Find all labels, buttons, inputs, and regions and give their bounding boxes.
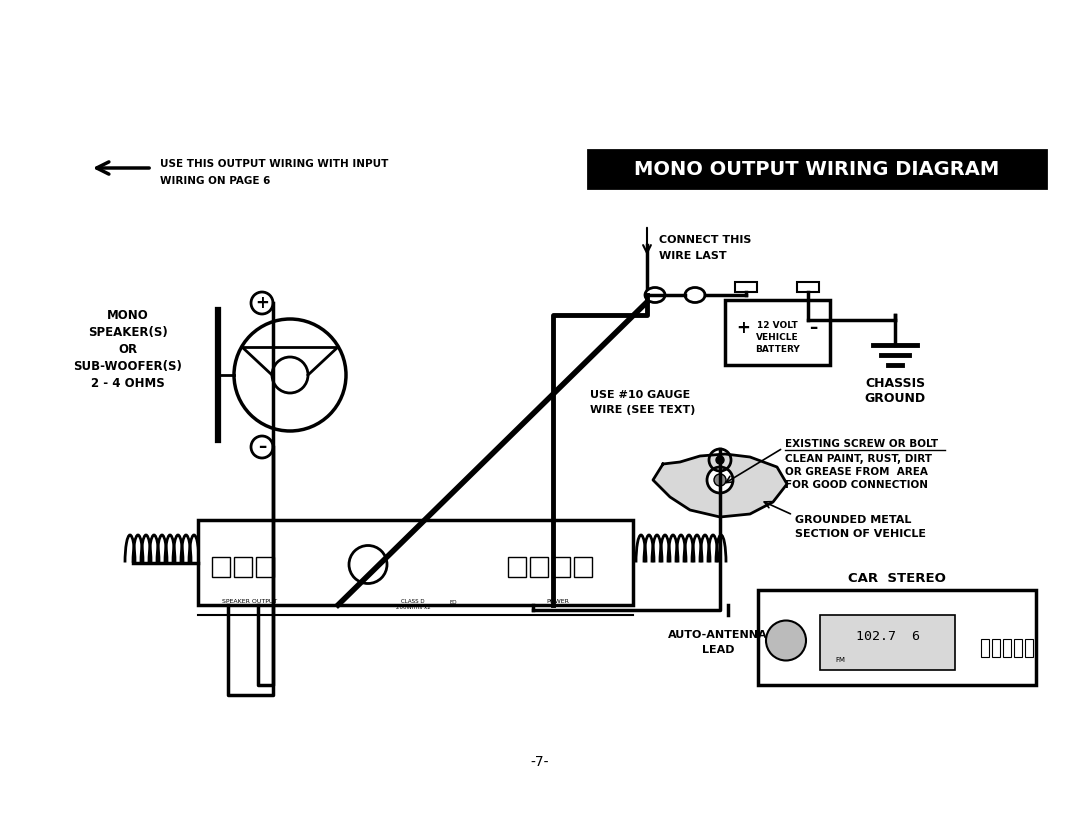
Text: SUB-WOOFER(S): SUB-WOOFER(S) — [73, 359, 183, 373]
Bar — [1025, 639, 1032, 657]
Bar — [234, 557, 252, 577]
Text: SECTION OF VEHICLE: SECTION OF VEHICLE — [795, 529, 926, 539]
Text: WIRING ON PAGE 6: WIRING ON PAGE 6 — [160, 176, 270, 186]
Text: OR GREASE FROM  AREA: OR GREASE FROM AREA — [785, 467, 928, 477]
Circle shape — [716, 456, 724, 464]
Text: EXISTING SCREW OR BOLT: EXISTING SCREW OR BOLT — [785, 439, 939, 449]
Bar — [735, 282, 757, 292]
Text: CLASS D
200Wrms x2: CLASS D 200Wrms x2 — [395, 599, 430, 610]
Bar — [797, 282, 819, 292]
Text: EQ: EQ — [449, 599, 457, 604]
Text: MONO: MONO — [107, 309, 149, 321]
Text: –: – — [258, 438, 266, 456]
Bar — [508, 557, 526, 577]
Text: 2 - 4 OHMS: 2 - 4 OHMS — [91, 376, 165, 389]
Text: CONNECT THIS: CONNECT THIS — [659, 235, 752, 245]
Polygon shape — [653, 454, 787, 517]
Text: USE THIS OUTPUT WIRING WITH INPUT: USE THIS OUTPUT WIRING WITH INPUT — [160, 159, 389, 169]
Text: SPEAKER OUTPUT: SPEAKER OUTPUT — [222, 599, 278, 604]
Text: SPEAKER(S): SPEAKER(S) — [89, 325, 167, 339]
Bar — [588, 150, 1047, 188]
Text: AUTO-ANTENNA: AUTO-ANTENNA — [669, 630, 768, 640]
Bar — [256, 557, 274, 577]
Bar — [530, 557, 548, 577]
Bar — [1014, 639, 1022, 657]
Bar — [820, 615, 955, 670]
Text: WIRE (SEE TEXT): WIRE (SEE TEXT) — [590, 405, 696, 415]
Text: GROUNDED METAL: GROUNDED METAL — [795, 515, 912, 525]
Text: -7-: -7- — [530, 755, 550, 769]
Text: FM: FM — [835, 657, 845, 663]
Circle shape — [707, 467, 733, 493]
Text: –: – — [809, 319, 818, 337]
Text: CHASSIS: CHASSIS — [865, 376, 926, 389]
Bar — [981, 639, 989, 657]
Text: +: + — [737, 319, 750, 337]
Bar — [1003, 639, 1011, 657]
Bar — [198, 520, 633, 605]
Text: USE #10 GAUGE: USE #10 GAUGE — [590, 390, 690, 400]
Text: GROUND: GROUND — [864, 391, 926, 404]
Text: CAR  STEREO: CAR STEREO — [848, 572, 946, 585]
Bar — [725, 300, 831, 365]
Bar — [212, 557, 230, 577]
Text: WIRE LAST: WIRE LAST — [659, 251, 727, 261]
Text: 102.7  6: 102.7 6 — [856, 631, 920, 644]
Bar — [758, 590, 1036, 685]
Bar — [573, 557, 592, 577]
Circle shape — [714, 474, 726, 486]
Text: 12 VOLT
VEHICLE
BATTERY: 12 VOLT VEHICLE BATTERY — [755, 321, 800, 354]
Text: POWER: POWER — [546, 599, 569, 604]
Text: MONO OUTPUT WIRING DIAGRAM: MONO OUTPUT WIRING DIAGRAM — [634, 159, 1000, 178]
Text: FOR GOOD CONNECTION: FOR GOOD CONNECTION — [785, 480, 928, 490]
Text: LEAD: LEAD — [702, 645, 734, 655]
Text: +: + — [255, 294, 269, 312]
Circle shape — [766, 620, 806, 661]
Bar — [993, 639, 1000, 657]
Text: OR: OR — [119, 343, 137, 355]
Text: CLEAN PAINT, RUST, DIRT: CLEAN PAINT, RUST, DIRT — [785, 454, 932, 464]
Bar — [552, 557, 570, 577]
